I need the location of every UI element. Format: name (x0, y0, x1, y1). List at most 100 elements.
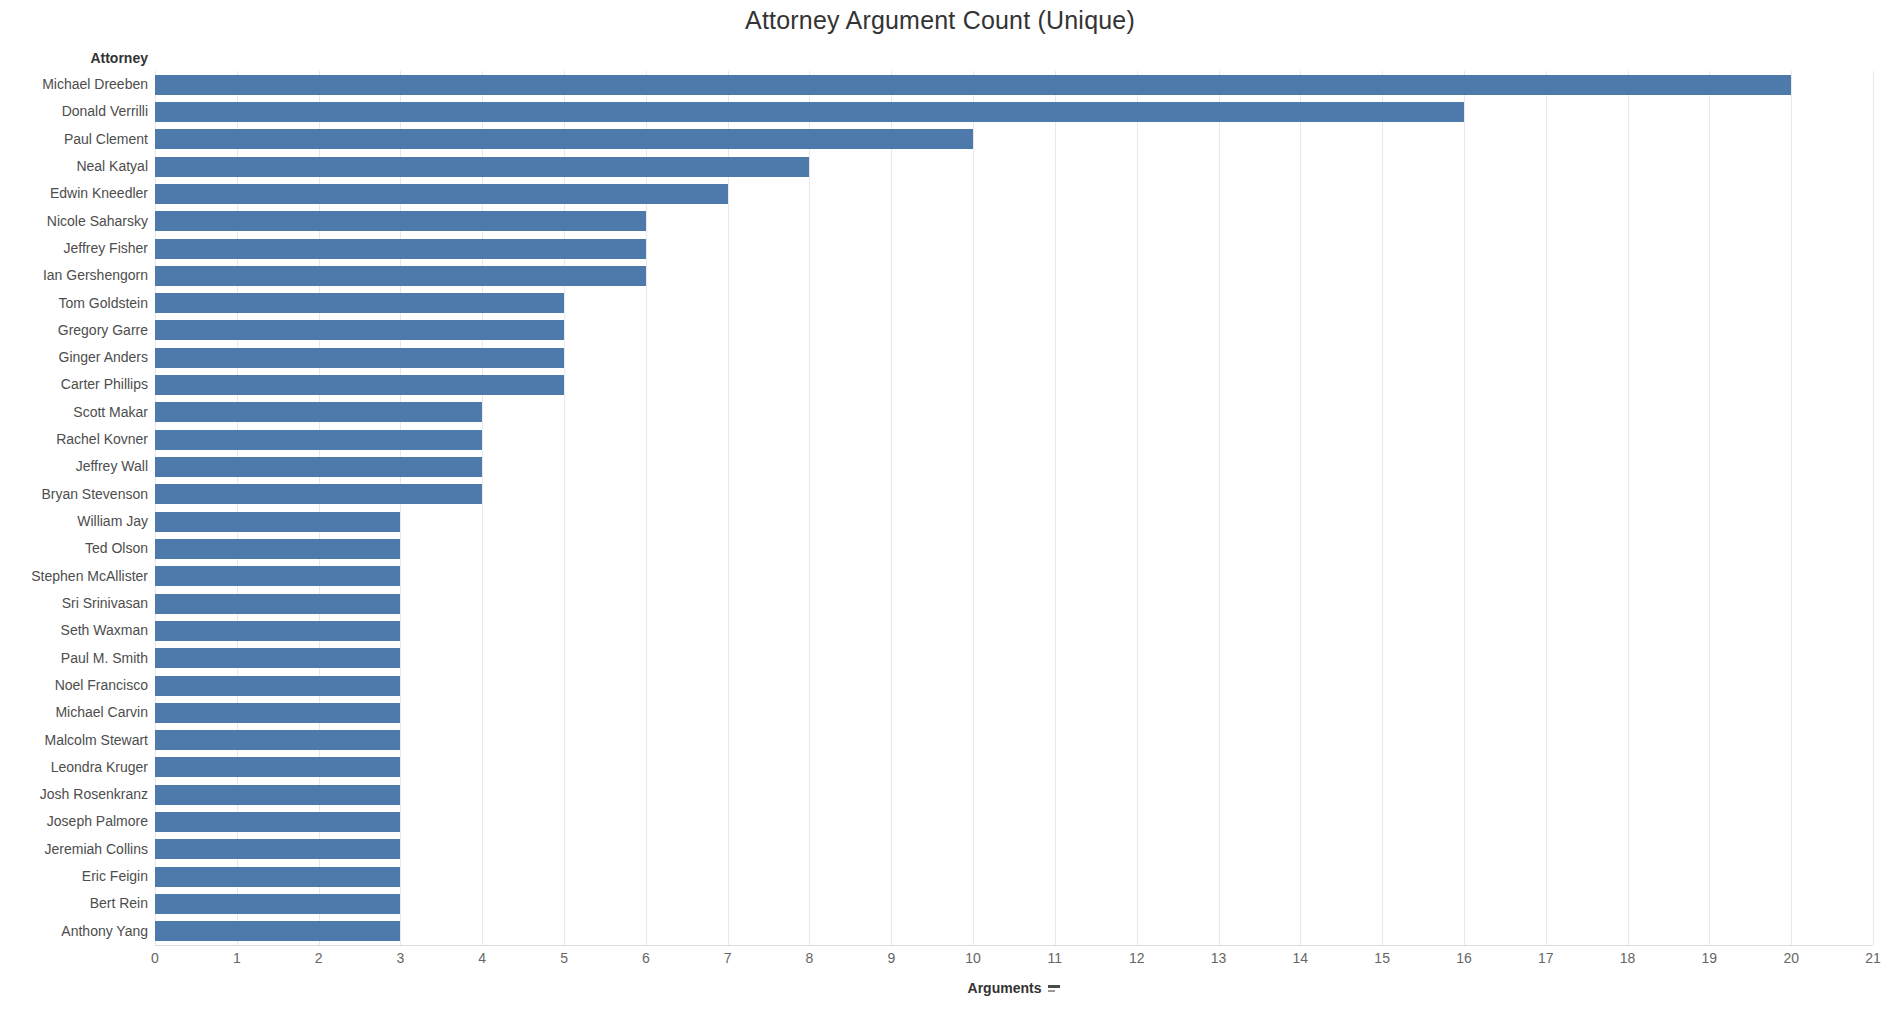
x-axis-tick: 14 (1293, 950, 1309, 966)
attorney-label[interactable]: Malcolm Stewart (0, 727, 148, 754)
attorney-label[interactable]: Joseph Palmore (0, 808, 148, 835)
argument-bar[interactable] (155, 648, 400, 668)
attorney-label[interactable]: William Jay (0, 508, 148, 535)
argument-bar[interactable] (155, 921, 400, 941)
argument-bar[interactable] (155, 348, 564, 368)
attorney-label[interactable]: Scott Makar (0, 399, 148, 426)
attorney-label[interactable]: Paul M. Smith (0, 645, 148, 672)
x-axis-tick: 19 (1702, 950, 1718, 966)
x-axis-tick: 10 (965, 950, 981, 966)
x-axis-tick: 12 (1129, 950, 1145, 966)
argument-bar[interactable] (155, 102, 1464, 122)
argument-bar[interactable] (155, 157, 809, 177)
x-axis-title[interactable]: Arguments (968, 980, 1042, 996)
argument-bar[interactable] (155, 839, 400, 859)
x-axis-tick: 9 (887, 950, 895, 966)
argument-bar[interactable] (155, 457, 482, 477)
attorney-label[interactable]: Neal Katyal (0, 153, 148, 180)
argument-bar[interactable] (155, 75, 1791, 95)
x-axis-tick: 18 (1620, 950, 1636, 966)
x-axis-tick: 5 (560, 950, 568, 966)
argument-bar[interactable] (155, 621, 400, 641)
argument-bar[interactable] (155, 894, 400, 914)
attorney-label[interactable]: Gregory Garre (0, 317, 148, 344)
attorney-label[interactable]: Rachel Kovner (0, 426, 148, 453)
argument-bar[interactable] (155, 676, 400, 696)
x-axis-tick: 0 (151, 950, 159, 966)
sort-bar-short (1048, 990, 1055, 993)
attorney-label[interactable]: Ginger Anders (0, 344, 148, 371)
gridline (1709, 71, 1710, 945)
attorney-label[interactable]: Michael Dreeben (0, 71, 148, 98)
gridline (891, 71, 892, 945)
attorney-label[interactable]: Donald Verrilli (0, 98, 148, 125)
attorney-label[interactable]: Stephen McAllister (0, 563, 148, 590)
x-axis-tick: 7 (724, 950, 732, 966)
gridline (1873, 71, 1874, 945)
argument-bar[interactable] (155, 320, 564, 340)
plot-area (155, 71, 1873, 946)
gridline (1628, 71, 1629, 945)
gridline (1137, 71, 1138, 945)
attorney-label[interactable]: Jeffrey Fisher (0, 235, 148, 262)
attorney-label[interactable]: Sri Srinivasan (0, 590, 148, 617)
argument-bar[interactable] (155, 812, 400, 832)
argument-bar[interactable] (155, 512, 400, 532)
attorney-label[interactable]: Bert Rein (0, 890, 148, 917)
attorney-label[interactable]: Paul Clement (0, 126, 148, 153)
argument-bar[interactable] (155, 430, 482, 450)
attorney-label[interactable]: Jeffrey Wall (0, 453, 148, 480)
gridline (1464, 71, 1465, 945)
attorney-label[interactable]: Michael Carvin (0, 699, 148, 726)
gridline (1055, 71, 1056, 945)
gridline (728, 71, 729, 945)
argument-bar[interactable] (155, 594, 400, 614)
attorney-label[interactable]: Noel Francisco (0, 672, 148, 699)
x-axis-tick: 21 (1865, 950, 1881, 966)
attorney-label[interactable]: Bryan Stevenson (0, 481, 148, 508)
attorney-label[interactable]: Tom Goldstein (0, 290, 148, 317)
gridline (1300, 71, 1301, 945)
attorney-label[interactable]: Jeremiah Collins (0, 836, 148, 863)
argument-bar[interactable] (155, 703, 400, 723)
argument-bar[interactable] (155, 266, 646, 286)
x-axis-tick: 20 (1783, 950, 1799, 966)
argument-bar[interactable] (155, 785, 400, 805)
argument-bar[interactable] (155, 184, 728, 204)
argument-bar[interactable] (155, 375, 564, 395)
x-axis-tick: 4 (478, 950, 486, 966)
chart-title: Attorney Argument Count (Unique) (0, 6, 1880, 35)
argument-bar[interactable] (155, 293, 564, 313)
argument-bar[interactable] (155, 566, 400, 586)
attorney-label[interactable]: Ted Olson (0, 535, 148, 562)
x-axis-tick: 8 (806, 950, 814, 966)
x-axis-ticks: 0123456789101112131415161718192021 (155, 950, 1873, 968)
attorney-labels-column: Michael DreebenDonald VerrilliPaul Cleme… (0, 71, 148, 945)
attorney-label[interactable]: Eric Feigin (0, 863, 148, 890)
argument-bar[interactable] (155, 129, 973, 149)
attorney-label[interactable]: Seth Waxman (0, 617, 148, 644)
argument-bar[interactable] (155, 757, 400, 777)
x-axis-tick: 16 (1456, 950, 1472, 966)
attorney-label[interactable]: Leondra Kruger (0, 754, 148, 781)
attorney-label[interactable]: Josh Rosenkranz (0, 781, 148, 808)
attorney-label[interactable]: Anthony Yang (0, 918, 148, 945)
argument-bar[interactable] (155, 211, 646, 231)
attorney-label[interactable]: Nicole Saharsky (0, 208, 148, 235)
gridline (973, 71, 974, 945)
x-axis-tick: 11 (1048, 950, 1063, 966)
argument-bar[interactable] (155, 539, 400, 559)
x-axis-tick: 15 (1374, 950, 1390, 966)
argument-bar[interactable] (155, 730, 400, 750)
argument-bar[interactable] (155, 402, 482, 422)
attorney-label[interactable]: Carter Phillips (0, 371, 148, 398)
gridline (809, 71, 810, 945)
sort-descending-icon[interactable] (1048, 984, 1060, 992)
attorney-label[interactable]: Ian Gershengorn (0, 262, 148, 289)
argument-bar[interactable] (155, 484, 482, 504)
argument-bar[interactable] (155, 239, 646, 259)
argument-bar[interactable] (155, 867, 400, 887)
gridline (1791, 71, 1792, 945)
gridline (1546, 71, 1547, 945)
attorney-label[interactable]: Edwin Kneedler (0, 180, 148, 207)
